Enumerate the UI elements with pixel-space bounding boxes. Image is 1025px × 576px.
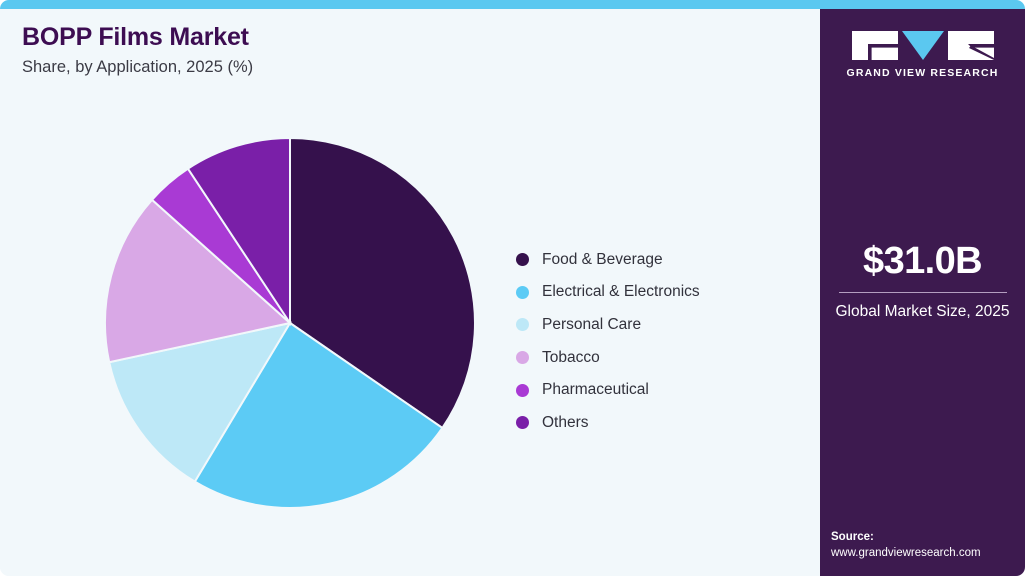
source-block: Source: www.grandviewresearch.com	[820, 529, 1025, 562]
brand-wordmark: GRAND VIEW RESEARCH	[846, 67, 999, 79]
pie-slice[interactable]	[186, 138, 291, 327]
source-title: Source:	[831, 530, 874, 543]
legend-swatch-icon	[516, 285, 529, 299]
logo-v-triangle-icon	[901, 31, 944, 60]
legend-label: Pharmaceutical	[542, 381, 649, 399]
legend-swatch-icon	[516, 350, 529, 364]
legend-label: Electrical & Electronics	[542, 283, 700, 301]
page-subtitle: Share, by Application, 2025 (%)	[22, 57, 254, 76]
stat-value: $31.0B	[863, 240, 983, 282]
legend-swatch-icon	[516, 252, 529, 266]
pie-slice[interactable]	[193, 321, 444, 508]
legend-item-tobacco[interactable]: Tobacco	[516, 341, 806, 374]
pie-slice-group	[105, 138, 475, 508]
top-accent-bar	[0, 0, 1025, 9]
stat-divider	[838, 291, 1007, 293]
logo-g-icon	[851, 31, 898, 60]
legend-item-electrical-electronics[interactable]: Electrical & Electronics	[516, 276, 806, 309]
chart-legend: Food & Beverage Electrical & Electronics…	[516, 243, 806, 439]
chart-main-panel: BOPP Films Market Share, by Application,…	[0, 9, 820, 576]
brand-sidebar: GRAND VIEW RESEARCH $31.0B Global Market…	[820, 9, 1025, 576]
source-url[interactable]: www.grandviewresearch.com	[831, 547, 981, 560]
legend-label: Others	[542, 414, 589, 432]
logo-r-icon	[947, 31, 994, 60]
page-title: BOPP Films Market	[22, 23, 249, 51]
title-block: BOPP Films Market Share, by Application,…	[22, 23, 742, 78]
stat-label: Global Market Size, 2025	[835, 302, 1010, 320]
pie-chart-svg	[105, 138, 475, 508]
legend-label: Tobacco	[542, 348, 600, 366]
legend-label: Food & Beverage	[542, 250, 663, 268]
legend-swatch-icon	[516, 318, 529, 332]
legend-swatch-icon	[516, 383, 529, 397]
market-size-stat: $31.0B Global Market Size, 2025	[820, 240, 1025, 323]
gvr-logo-icon	[820, 31, 1025, 60]
pie-slice[interactable]	[289, 138, 475, 430]
legend-item-pharmaceutical[interactable]: Pharmaceutical	[516, 374, 806, 407]
pie-chart	[105, 138, 475, 508]
legend-item-personal-care[interactable]: Personal Care	[516, 308, 806, 341]
brand-logo: GRAND VIEW RESEARCH	[820, 31, 1025, 79]
pie-slice[interactable]	[108, 321, 293, 484]
pie-slice[interactable]	[105, 198, 293, 364]
legend-item-others[interactable]: Others	[516, 406, 806, 439]
legend-swatch-icon	[516, 416, 529, 430]
legend-item-food-beverage[interactable]: Food & Beverage	[516, 243, 806, 276]
legend-label: Personal Care	[542, 315, 642, 333]
